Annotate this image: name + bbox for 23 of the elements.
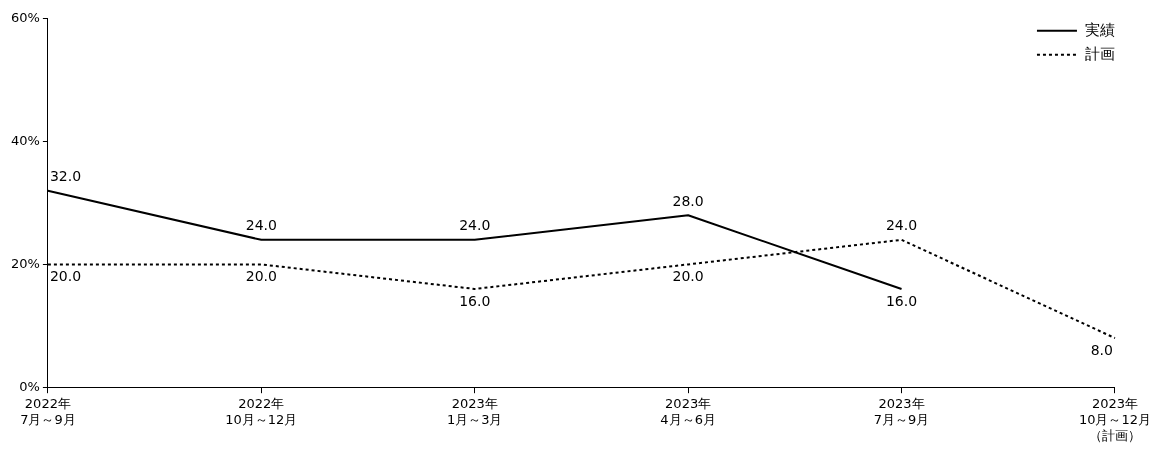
x-tick-label: 2023年10月～12月（計画） [1078,396,1151,443]
data-label: 20.0 [49,268,82,285]
legend-label: 計画 [1084,44,1115,63]
x-tick-label: 2022年7月～9月 [20,396,76,427]
data-label: 16.0 [885,292,918,309]
x-tick-label: 2023年1月～3月 [446,396,503,427]
data-label: 16.0 [459,292,491,309]
y-tick-label: 60% [10,10,40,26]
y-tick-label: 40% [10,132,40,148]
y-tick-label: 0% [19,378,40,394]
data-label: 24.0 [885,217,918,234]
x-tick-label: 2022年10月～12月 [225,396,298,427]
y-tick-label: 20% [10,255,40,271]
data-label: 28.0 [672,192,704,209]
data-label: 20.0 [245,268,277,285]
data-label: 8.0 [1090,341,1113,358]
x-tick-label: 2023年7月～9月 [873,396,930,427]
legend-label: 実績 [1084,20,1115,39]
data-label: 32.0 [49,168,82,185]
data-label: 24.0 [245,217,277,234]
x-tick-label: 2023年4月～6月 [660,396,716,427]
data-label: 24.0 [459,217,491,234]
data-label: 20.0 [672,268,704,285]
